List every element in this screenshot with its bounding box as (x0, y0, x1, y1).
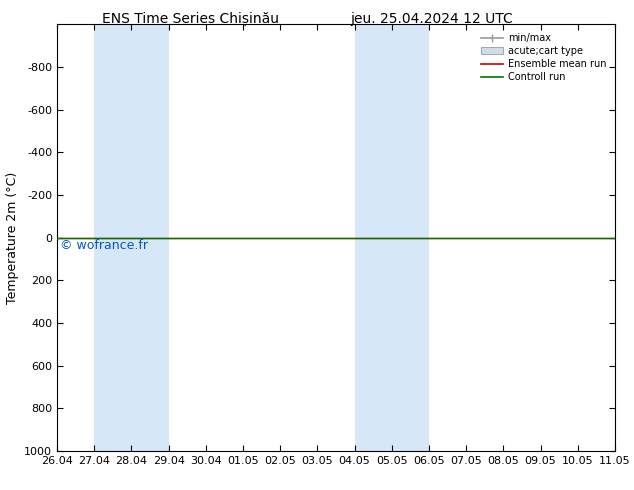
Bar (615, 24, 634, 451)
Text: © wofrance.fr: © wofrance.fr (60, 239, 148, 251)
Bar (94, 24, 169, 451)
Bar (354, 24, 429, 451)
Y-axis label: Temperature 2m (°C): Temperature 2m (°C) (6, 172, 18, 304)
Legend: min/max, acute;cart type, Ensemble mean run, Controll run: min/max, acute;cart type, Ensemble mean … (477, 29, 610, 86)
Text: jeu. 25.04.2024 12 UTC: jeu. 25.04.2024 12 UTC (350, 12, 512, 26)
Text: ENS Time Series Chișinău: ENS Time Series Chișinău (101, 12, 279, 26)
